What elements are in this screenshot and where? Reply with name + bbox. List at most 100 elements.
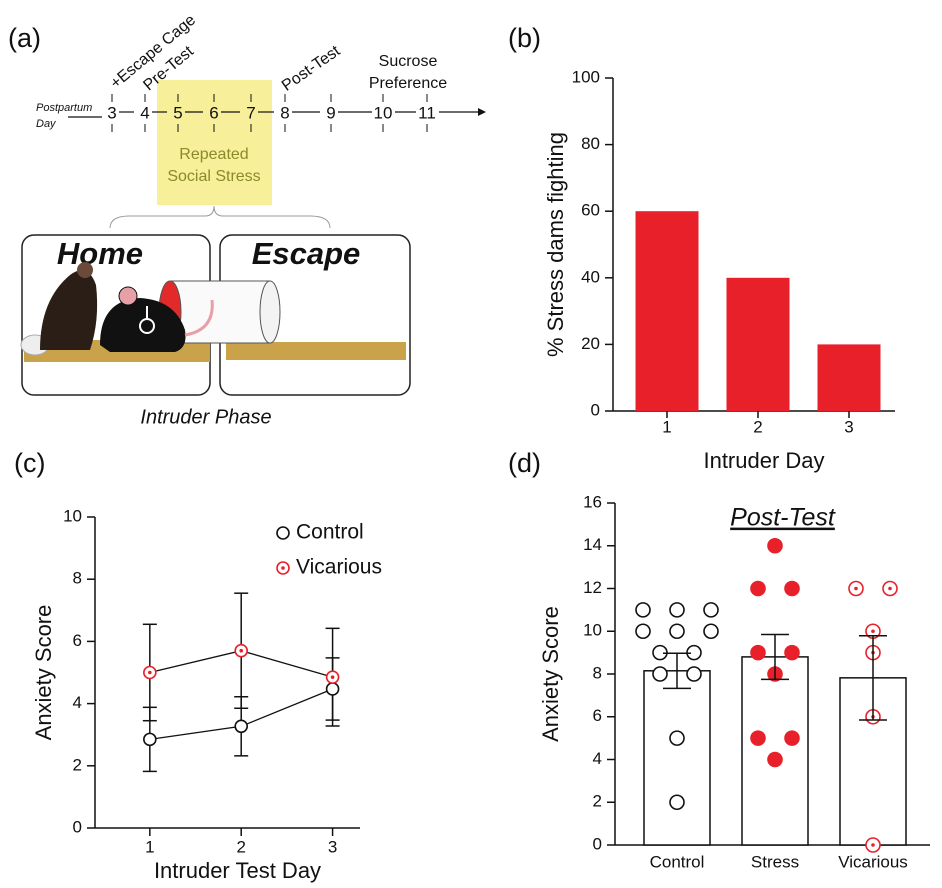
figure: (a) Postpartum Day 34567891011 +Escape C… [0,0,942,888]
tube-end [260,281,280,343]
panel-label: (b) [508,23,541,53]
marker-circle [670,624,684,638]
marker-dot [148,671,152,675]
y-tick-label: 10 [583,621,602,640]
marker-circle [636,624,650,638]
data-point [768,539,782,553]
y-axis-label: % Stress dams fighting [543,132,568,357]
day-label: 7 [246,103,255,122]
page: {"diagram": {"panel_label": "(a)", "time… [0,0,942,888]
marker-circle [785,731,799,745]
legend-label: Vicarious [296,556,382,579]
day-label: 5 [173,103,182,122]
panel-label: (a) [8,23,41,53]
marker-dot [888,587,892,591]
y-tick-label: 10 [63,506,82,525]
x-tick-label: Control [650,852,705,871]
x-tick-label: 1 [145,837,154,856]
data-point [785,582,799,596]
y-tick-label: 2 [593,792,602,811]
y-tick-label: 2 [73,755,82,774]
y-axis-label: Anxiety Score [31,605,56,741]
panel-label: (c) [14,448,45,478]
data-point [687,667,701,681]
marker-circle [670,603,684,617]
event-label: Preference [369,75,447,92]
panel-label: (d) [508,448,541,478]
day-label: 6 [209,103,218,122]
marker-circle [670,731,684,745]
legend-marker [277,562,289,574]
y-tick-label: 100 [572,67,600,86]
data-point [670,624,684,638]
marker-circle [785,582,799,596]
x-axis-label: Intruder Test Day [154,858,321,883]
event-label: Sucrose [379,53,438,70]
marker-circle [235,720,247,732]
marker-circle [704,624,718,638]
data-point [751,731,765,745]
bar [644,671,710,845]
intruder-ear [119,287,137,305]
y-tick-label: 20 [581,334,600,353]
marker-circle [751,731,765,745]
y-tick-label: 4 [593,749,602,768]
data-point [785,646,799,660]
data-point [785,731,799,745]
marker-circle [327,683,339,695]
y-tick-label: 0 [593,834,602,853]
marker-circle [144,733,156,745]
data-point [751,646,765,660]
timeline-label: Day [36,118,57,130]
marker-circle [670,795,684,809]
x-tick-label: 2 [236,837,245,856]
marker-circle [768,539,782,553]
day-label: 4 [140,103,149,122]
y-tick-label: 80 [581,134,600,153]
bracket [110,206,330,228]
marker-circle [704,603,718,617]
data-point [653,667,667,681]
x-tick-label: Vicarious [838,852,908,871]
caption: Intruder Phase [140,406,271,428]
data-point [636,624,650,638]
marker-dot [281,566,285,570]
data-point [704,624,718,638]
x-tick-label: 3 [844,417,853,436]
marker-circle [785,646,799,660]
y-tick-label: 16 [583,492,602,511]
day-label: 9 [326,103,335,122]
data-point [144,733,156,745]
stress-label: Social Stress [167,168,260,185]
home-label: Home [57,236,143,271]
y-tick-label: 14 [583,535,602,554]
legend-label: Control [296,521,364,544]
marker-circle [653,667,667,681]
escape-label: Escape [252,236,361,271]
bedding [226,342,406,360]
data-point [768,753,782,767]
marker-circle [751,646,765,660]
data-point [704,603,718,617]
y-tick-label: 6 [593,706,602,725]
marker-dot [854,587,858,591]
marker-dot [871,629,875,633]
data-point [144,667,156,679]
marker-circle [636,603,650,617]
timeline-arrow [478,108,486,116]
legend-marker [277,527,289,539]
timeline-label: Postpartum [36,102,92,114]
data-point [670,603,684,617]
day-label: 3 [107,103,116,122]
marker-dot [871,843,875,847]
data-point [235,645,247,657]
day-label: 8 [280,103,289,122]
event-label: Post-Test [279,42,344,95]
x-tick-label: 3 [328,837,337,856]
marker-circle [768,753,782,767]
data-point [751,582,765,596]
data-point [670,731,684,745]
dam-ear [77,262,93,278]
y-tick-label: 0 [591,400,600,419]
data-point [670,795,684,809]
